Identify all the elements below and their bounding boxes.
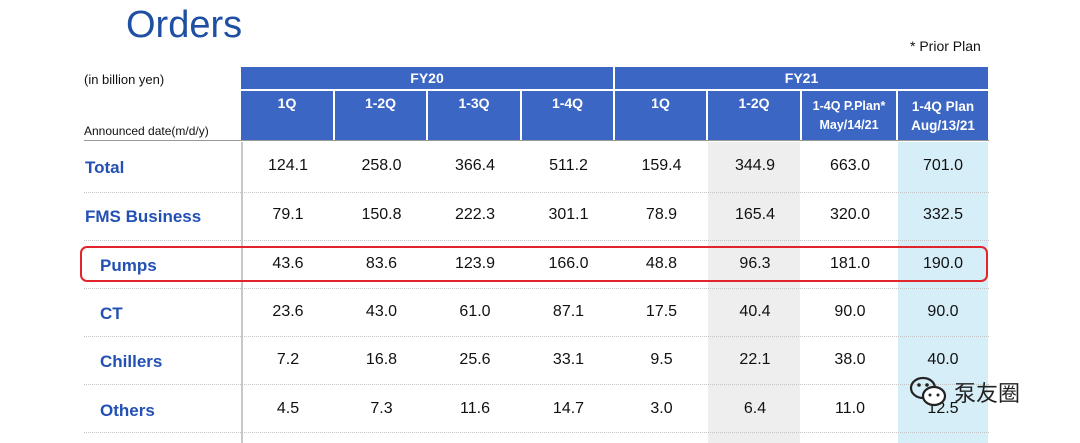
table-cell: 43.0 [365, 303, 398, 320]
table-cell: 78.9 [645, 206, 678, 223]
row-divider [84, 432, 989, 433]
row-label-ct: CT [100, 304, 123, 323]
table-cell: 14.7 [552, 400, 585, 417]
row-label-total: Total [85, 158, 125, 177]
table-cell: 222.3 [454, 206, 496, 223]
group-header-fy20: FY20 [241, 67, 615, 91]
col-header: 1-2Q [335, 91, 428, 140]
col-header-date: Aug/13/21 [911, 117, 975, 133]
table-cell: 7.3 [370, 400, 393, 417]
table-cell: 23.6 [272, 303, 304, 320]
table-cell: 366.4 [454, 157, 496, 174]
table-cell: 4.5 [276, 400, 300, 417]
table-cell: 22.1 [739, 351, 771, 368]
row-divider [84, 192, 989, 193]
announced-date-label: Announced date(m/d/y) [84, 124, 209, 138]
table-cell: 511.2 [549, 157, 588, 174]
label-column-rule [241, 142, 243, 443]
table-cell: 320.0 [829, 206, 871, 223]
pumps-highlight-box [80, 246, 988, 282]
table-cell: 48.8 [645, 255, 678, 272]
table-cell: 165.4 [734, 206, 776, 223]
table-cell: 344.9 [734, 157, 776, 174]
col-header-date: May/14/21 [819, 117, 879, 132]
col-header: 1-3Q [428, 91, 522, 140]
table-cell: 38.0 [834, 351, 866, 368]
table-cell: 123.9 [454, 255, 496, 272]
table-cell: 166.0 [548, 255, 589, 272]
table-cell: 43.6 [272, 255, 304, 272]
table-cell: 3.0 [650, 400, 673, 417]
group-header-fy21: FY21 [615, 67, 988, 91]
table-cell: 159.4 [641, 157, 682, 174]
table-cell: 7.2 [276, 351, 300, 368]
row-label-chillers: Chillers [100, 352, 163, 371]
prior-plan-note: * Prior Plan [910, 38, 981, 54]
table-cell: 663.0 [829, 157, 871, 174]
row-divider [84, 240, 989, 241]
col-header-label: 1-4Q P.Plan* [812, 98, 886, 113]
chat-bubbles-icon [909, 376, 947, 407]
table-cell: 33.1 [552, 351, 585, 368]
table-cell: 40.0 [927, 351, 959, 368]
col-header-plan: 1-4Q Plan Aug/13/21 [898, 91, 988, 140]
table-cell: 9.5 [650, 351, 673, 368]
table-cell: 83.6 [365, 255, 398, 272]
table-cell: 87.1 [552, 303, 585, 320]
table-cell: 90.0 [834, 303, 866, 320]
table-cell: 11.0 [835, 400, 865, 417]
col-header: 1-4Q [522, 91, 615, 140]
table-cell: 96.3 [739, 255, 771, 272]
header-rule [84, 140, 989, 141]
fy21-half-column-shading [708, 142, 800, 443]
table-cell: 258.0 [361, 157, 402, 174]
watermark-text: 泵友圈 [954, 382, 1021, 407]
table-cell: 6.4 [743, 400, 767, 417]
table-cell: 40.4 [739, 303, 771, 320]
table-cell: 332.5 [922, 206, 964, 223]
row-label-fms-business: FMS Business [85, 207, 202, 226]
col-header: 1Q [615, 91, 708, 140]
table-cell: 190.0 [922, 255, 964, 272]
table-cell: 90.0 [927, 303, 959, 320]
table-cell: 25.6 [459, 351, 491, 368]
unit-label: (in billion yen) [84, 72, 165, 87]
table-cell: 17.5 [645, 303, 678, 320]
col-header-prior-plan: 1-4Q P.Plan* May/14/21 [802, 91, 898, 140]
table-cell: 11.6 [460, 400, 490, 417]
row-divider [84, 288, 989, 289]
row-label-others: Others [100, 401, 155, 420]
watermark: 泵友圈 [908, 374, 1020, 410]
table-cell: 16.8 [365, 351, 398, 368]
col-header: 1Q [241, 91, 335, 140]
table-cell: 181.0 [829, 255, 871, 272]
page-title: Orders [126, 4, 243, 46]
col-header-label: 1-4Q Plan [911, 98, 975, 114]
table-cell: 124.1 [267, 157, 309, 174]
row-divider [84, 384, 989, 385]
table-cell: 301.1 [548, 206, 589, 223]
row-label-pumps: Pumps [100, 256, 157, 275]
table-cell: 701.0 [922, 157, 964, 174]
col-header: 1-2Q [708, 91, 802, 140]
table-cell: 61.0 [459, 303, 491, 320]
table-cell: 150.8 [361, 206, 402, 223]
table-cell: 79.1 [272, 206, 304, 223]
row-divider [84, 336, 989, 337]
